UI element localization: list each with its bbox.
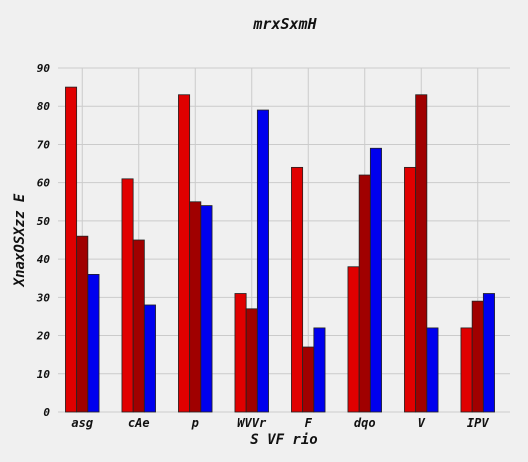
chart-title: mrxSxmH xyxy=(252,15,317,33)
x-tick-label: F xyxy=(305,416,313,430)
x-tick-label: asg xyxy=(71,416,93,430)
bars xyxy=(65,86,495,413)
x-tick-label: V xyxy=(418,416,426,430)
y-axis-label: XnaxOSXzz E xyxy=(12,193,28,287)
bar xyxy=(460,327,473,413)
y-tick-label: 30 xyxy=(36,291,51,304)
y-tick-label: 80 xyxy=(37,100,51,113)
bar xyxy=(415,94,428,413)
bar xyxy=(234,293,247,413)
y-tick-label: 70 xyxy=(37,138,51,151)
y-tick-label: 60 xyxy=(37,177,51,190)
bar xyxy=(121,178,134,413)
bar xyxy=(404,166,417,413)
y-tick-label: 90 xyxy=(37,62,51,75)
bar xyxy=(178,94,191,413)
bar xyxy=(76,235,89,413)
bar xyxy=(65,86,78,413)
x-axis-label: S VF rio xyxy=(250,432,317,448)
y-tick-label: 20 xyxy=(36,330,51,343)
bar xyxy=(302,346,315,413)
bar xyxy=(132,239,145,413)
y-tick-labels: 0 10 20 30 40 50 60 70 80 90 xyxy=(36,62,51,419)
y-tick-label: 0 xyxy=(43,406,50,419)
bar xyxy=(358,174,371,413)
x-tick-label: IPV xyxy=(467,416,489,430)
x-tick-label: p xyxy=(191,416,199,430)
y-tick-label: 10 xyxy=(37,368,51,381)
bar xyxy=(256,109,269,413)
x-tick-label: WVVr xyxy=(237,416,267,430)
bar xyxy=(189,201,202,413)
y-tick-label: 50 xyxy=(37,215,51,228)
bar xyxy=(426,327,439,413)
x-tick-label: dqo xyxy=(354,416,376,430)
bar xyxy=(471,300,484,413)
bar xyxy=(200,205,213,413)
bar xyxy=(291,166,304,413)
bar xyxy=(482,293,495,413)
bar xyxy=(347,266,360,413)
bar xyxy=(143,304,156,413)
y-tick-label: 40 xyxy=(37,253,51,266)
x-tick-label: cAe xyxy=(128,416,150,430)
bar xyxy=(245,308,258,413)
bar xyxy=(87,273,100,413)
bar xyxy=(313,327,326,413)
bar xyxy=(369,147,382,413)
